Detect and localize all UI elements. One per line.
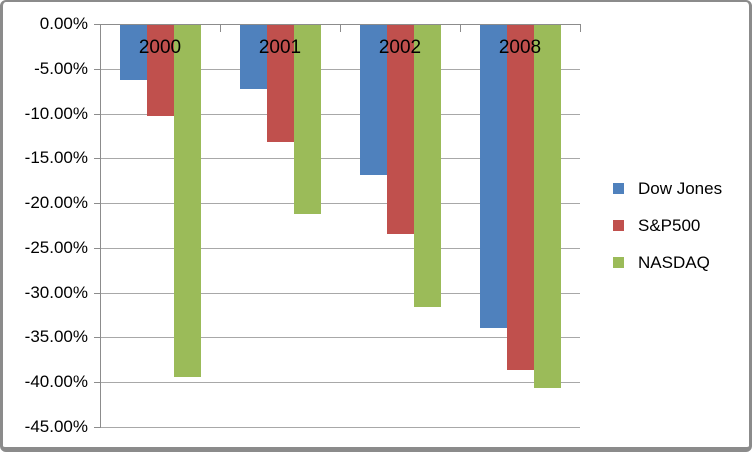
- bar-nasdaq-2000[interactable]: [174, 25, 201, 377]
- y-axis-label: -25.00%: [24, 238, 88, 257]
- y-axis-label: -35.00%: [24, 327, 88, 346]
- legend-label-s-p500: S&P500: [638, 215, 701, 235]
- gridline: [100, 382, 580, 383]
- category-axis-tick: [580, 24, 581, 32]
- gridline: [100, 114, 580, 115]
- legend-item-s-p500[interactable]: S&P500: [608, 207, 722, 244]
- legend-item-nasdaq[interactable]: NASDAQ: [608, 244, 722, 281]
- gridline: [100, 427, 580, 428]
- gridline: [100, 158, 580, 159]
- legend-swatch-s-p500-icon: [613, 220, 624, 231]
- legend-swatch-nasdaq-icon: [613, 257, 624, 268]
- bar-dow-jones-2001[interactable]: [240, 25, 267, 89]
- bar-s-p500-2002[interactable]: [387, 25, 414, 234]
- bar-dow-jones-2000[interactable]: [120, 25, 147, 80]
- bar-nasdaq-2002[interactable]: [414, 25, 441, 307]
- y-axis-label: -10.00%: [24, 104, 88, 123]
- gridline: [100, 69, 580, 70]
- y-axis-tick: [94, 293, 100, 294]
- gridline: [100, 203, 580, 204]
- y-axis-label: -5.00%: [34, 59, 88, 78]
- y-axis-label: -30.00%: [24, 283, 88, 302]
- y-axis-tick: [94, 114, 100, 115]
- gridline: [100, 337, 580, 338]
- y-axis-label: -45.00%: [24, 417, 88, 436]
- y-axis-tick: [94, 248, 100, 249]
- category-label-2008: 2008: [498, 37, 542, 58]
- category-label-2002: 2002: [378, 37, 422, 58]
- y-axis-label: 0.00%: [39, 14, 88, 33]
- bar-nasdaq-2001[interactable]: [294, 25, 321, 214]
- legend-item-dow-jones[interactable]: Dow Jones: [608, 170, 722, 207]
- category-axis-tick: [220, 24, 221, 32]
- legend-label-nasdaq: NASDAQ: [638, 252, 710, 272]
- legend-swatch-dow-jones-icon: [613, 183, 624, 194]
- y-axis-label: -20.00%: [24, 193, 88, 212]
- y-axis-tick: [94, 203, 100, 204]
- category-axis-tick: [460, 24, 461, 32]
- bar-s-p500-2001[interactable]: [267, 25, 294, 142]
- gridline: [100, 293, 580, 294]
- bar-s-p500-2000[interactable]: [147, 25, 174, 116]
- bar-dow-jones-2008[interactable]: [480, 25, 507, 328]
- category-label-2000: 2000: [138, 37, 182, 58]
- y-axis-tick: [94, 24, 100, 25]
- bar-dow-jones-2002[interactable]: [360, 25, 387, 175]
- legend: Dow Jones S&P500 NASDAQ: [608, 170, 722, 281]
- category-axis-tick: [340, 24, 341, 32]
- category-label-2001: 2001: [258, 37, 302, 58]
- bar-nasdaq-2008[interactable]: [534, 25, 561, 388]
- y-axis-tick: [94, 337, 100, 338]
- y-axis-tick: [94, 382, 100, 383]
- bar-s-p500-2008[interactable]: [507, 25, 534, 370]
- y-axis-line: [100, 24, 101, 428]
- y-axis-tick: [94, 69, 100, 70]
- category-axis-tick: [100, 24, 101, 32]
- y-axis-tick: [94, 427, 100, 428]
- legend-label-dow-jones: Dow Jones: [638, 178, 723, 198]
- y-axis-tick: [94, 158, 100, 159]
- y-axis-label: -15.00%: [24, 148, 88, 167]
- gridline: [100, 248, 580, 249]
- y-axis-label: -40.00%: [24, 372, 88, 391]
